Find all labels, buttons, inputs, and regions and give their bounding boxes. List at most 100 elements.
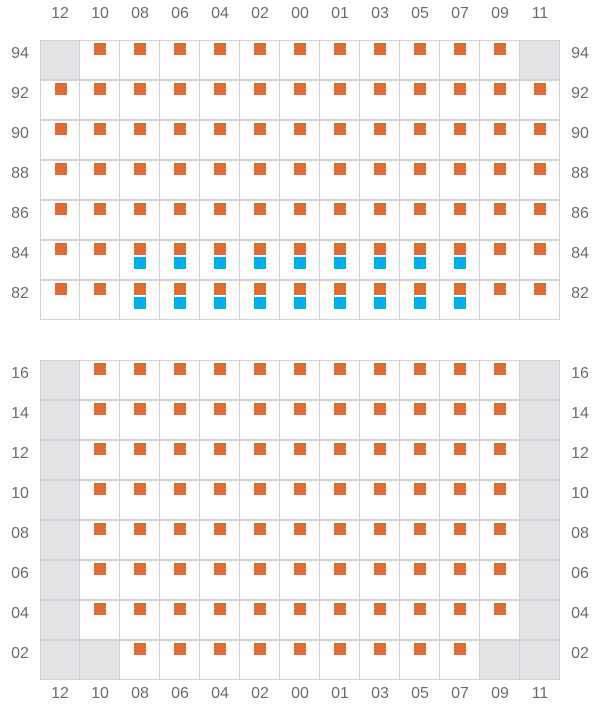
grid-cell[interactable]	[440, 40, 480, 80]
grid-cell[interactable]	[120, 520, 160, 560]
grid-cell[interactable]	[240, 120, 280, 160]
primary-marker[interactable]	[134, 363, 146, 375]
grid-cell[interactable]	[480, 120, 520, 160]
grid-cell[interactable]	[360, 160, 400, 200]
grid-cell[interactable]	[200, 120, 240, 160]
grid-cell[interactable]	[320, 520, 360, 560]
primary-marker[interactable]	[414, 403, 426, 415]
primary-marker[interactable]	[94, 83, 106, 95]
grid-cell[interactable]	[320, 280, 360, 320]
grid-cell[interactable]	[360, 640, 400, 680]
grid-cell[interactable]	[200, 160, 240, 200]
primary-marker[interactable]	[134, 603, 146, 615]
primary-marker[interactable]	[294, 163, 306, 175]
primary-marker[interactable]	[494, 483, 506, 495]
primary-marker[interactable]	[374, 243, 386, 255]
grid-cell[interactable]	[440, 560, 480, 600]
grid-cell[interactable]	[520, 160, 560, 200]
primary-marker[interactable]	[454, 43, 466, 55]
primary-marker[interactable]	[414, 283, 426, 295]
primary-marker[interactable]	[174, 123, 186, 135]
grid-cell[interactable]	[280, 640, 320, 680]
primary-marker[interactable]	[454, 403, 466, 415]
primary-marker[interactable]	[334, 643, 346, 655]
grid-cell[interactable]	[200, 400, 240, 440]
grid-cell[interactable]	[160, 560, 200, 600]
primary-marker[interactable]	[174, 443, 186, 455]
grid-cell[interactable]	[280, 200, 320, 240]
grid-cell[interactable]	[40, 240, 80, 280]
primary-marker[interactable]	[494, 563, 506, 575]
grid-cell[interactable]	[440, 400, 480, 440]
grid-cell[interactable]	[400, 120, 440, 160]
primary-marker[interactable]	[94, 603, 106, 615]
grid-cell[interactable]	[440, 120, 480, 160]
primary-marker[interactable]	[454, 563, 466, 575]
grid-cell[interactable]	[480, 240, 520, 280]
primary-marker[interactable]	[334, 363, 346, 375]
primary-marker[interactable]	[374, 403, 386, 415]
grid-cell[interactable]	[80, 520, 120, 560]
primary-marker[interactable]	[214, 203, 226, 215]
primary-marker[interactable]	[414, 643, 426, 655]
grid-cell[interactable]	[440, 80, 480, 120]
grid-cell[interactable]	[480, 80, 520, 120]
grid-cell[interactable]	[120, 160, 160, 200]
grid-cell[interactable]	[200, 200, 240, 240]
grid-cell[interactable]	[200, 280, 240, 320]
grid-cell[interactable]	[440, 440, 480, 480]
grid-cell[interactable]	[360, 520, 400, 560]
primary-marker[interactable]	[334, 283, 346, 295]
grid-cell[interactable]	[480, 400, 520, 440]
grid-cell[interactable]	[160, 520, 200, 560]
grid-cell[interactable]	[320, 360, 360, 400]
grid-cell[interactable]	[280, 400, 320, 440]
grid-cell[interactable]	[160, 240, 200, 280]
primary-marker[interactable]	[294, 83, 306, 95]
grid-cell[interactable]	[240, 640, 280, 680]
grid-cell[interactable]	[240, 40, 280, 80]
primary-marker[interactable]	[494, 603, 506, 615]
primary-marker[interactable]	[294, 403, 306, 415]
primary-marker[interactable]	[134, 403, 146, 415]
secondary-marker[interactable]	[294, 297, 306, 309]
primary-marker[interactable]	[134, 643, 146, 655]
grid-cell[interactable]	[240, 520, 280, 560]
primary-marker[interactable]	[334, 403, 346, 415]
primary-marker[interactable]	[454, 243, 466, 255]
grid-cell[interactable]	[320, 120, 360, 160]
primary-marker[interactable]	[374, 563, 386, 575]
grid-cell[interactable]	[160, 280, 200, 320]
grid-cell[interactable]	[360, 400, 400, 440]
grid-cell[interactable]	[360, 240, 400, 280]
grid-cell[interactable]	[160, 120, 200, 160]
primary-marker[interactable]	[55, 123, 67, 135]
grid-cell[interactable]	[80, 280, 120, 320]
primary-marker[interactable]	[414, 123, 426, 135]
primary-marker[interactable]	[94, 283, 106, 295]
primary-marker[interactable]	[494, 403, 506, 415]
primary-marker[interactable]	[414, 603, 426, 615]
primary-marker[interactable]	[454, 443, 466, 455]
grid-cell[interactable]	[120, 560, 160, 600]
grid-cell[interactable]	[400, 400, 440, 440]
primary-marker[interactable]	[254, 43, 266, 55]
grid-cell[interactable]	[520, 200, 560, 240]
primary-marker[interactable]	[534, 243, 546, 255]
grid-cell[interactable]	[200, 520, 240, 560]
primary-marker[interactable]	[254, 363, 266, 375]
secondary-marker[interactable]	[454, 257, 466, 269]
primary-marker[interactable]	[174, 283, 186, 295]
grid-cell[interactable]	[240, 480, 280, 520]
secondary-marker[interactable]	[334, 257, 346, 269]
grid-cell[interactable]	[440, 160, 480, 200]
primary-marker[interactable]	[214, 483, 226, 495]
primary-marker[interactable]	[174, 643, 186, 655]
primary-marker[interactable]	[454, 83, 466, 95]
grid-cell[interactable]	[280, 160, 320, 200]
secondary-marker[interactable]	[214, 257, 226, 269]
grid-cell[interactable]	[360, 600, 400, 640]
grid-cell[interactable]	[120, 280, 160, 320]
primary-marker[interactable]	[374, 363, 386, 375]
primary-marker[interactable]	[294, 563, 306, 575]
